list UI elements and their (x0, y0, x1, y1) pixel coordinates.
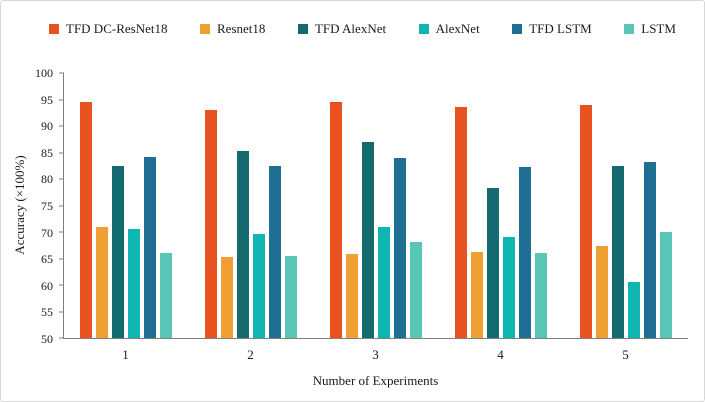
x-tick-label: 1 (122, 347, 129, 362)
bar-alexnet (627, 282, 640, 338)
legend-label: LSTM (641, 21, 676, 36)
y-tick-mark (59, 152, 64, 153)
bar-alexnet (377, 226, 390, 338)
bar-group (563, 73, 688, 338)
bar-group (189, 73, 314, 338)
bar-lstm (160, 253, 173, 338)
legend-swatch-icon (418, 24, 429, 34)
bar-alexnet (253, 233, 266, 338)
x-tick-label: 5 (622, 347, 629, 362)
y-tick-label: 50 (41, 332, 53, 346)
bar-resnet18 (221, 257, 234, 338)
bar-lstm (285, 255, 298, 338)
x-tick-label: 2 (247, 347, 254, 362)
legend-item: Resnet18 (200, 21, 265, 37)
bar-tfd-alexnet (237, 150, 250, 338)
y-tick-mark (59, 337, 64, 339)
y-axis-ticks: 50 55 60 65 70 75 80 85 90 95 100 (27, 67, 57, 345)
legend-swatch-icon (297, 24, 308, 34)
legend-label: TFD DC-ResNet18 (66, 21, 168, 36)
legend-swatch-icon (512, 24, 523, 34)
y-axis-label: Accuracy (×100%) (12, 155, 27, 255)
legend-label: Resnet18 (217, 21, 266, 36)
y-tick-label: 70 (41, 225, 53, 240)
bar-tfd-lstm (269, 165, 282, 338)
bar-tfd-alexnet (112, 165, 125, 338)
y-tick-mark (59, 231, 64, 233)
y-tick-label: 90 (41, 119, 53, 134)
y-tick-mark (59, 311, 64, 312)
plot-area (59, 72, 688, 339)
bar-group (438, 73, 563, 338)
y-tick-mark (59, 258, 64, 259)
legend-label: TFD LSTM (529, 21, 592, 36)
bar-group (314, 73, 439, 338)
y-tick-label: 60 (41, 278, 53, 293)
bar-resnet18 (595, 246, 608, 338)
bar-tfd-dc-resnet18 (579, 104, 592, 338)
bar-group (64, 73, 189, 338)
legend-label: AlexNet (435, 21, 480, 36)
bar-resnet18 (470, 251, 483, 338)
bar-tfd-lstm (393, 157, 406, 338)
y-tick-mark (59, 125, 64, 127)
y-tick-label: 65 (41, 252, 53, 267)
bar-tfd-dc-resnet18 (454, 107, 467, 338)
y-tick-mark (59, 178, 64, 180)
legend-item: LSTM (624, 21, 676, 37)
y-tick-label: 75 (41, 199, 53, 213)
legend-swatch-icon (200, 24, 211, 34)
bar-resnet18 (345, 254, 358, 338)
y-tick-label: 85 (41, 145, 53, 160)
bar-tfd-alexnet (486, 188, 499, 338)
x-tick-label: 4 (497, 347, 504, 362)
y-tick-label: 55 (41, 305, 53, 320)
legend-item: TFD LSTM (512, 21, 592, 37)
legend-swatch-icon (624, 24, 635, 34)
y-tick-label: 100 (35, 66, 53, 80)
bar-lstm (659, 232, 672, 338)
bar-tfd-alexnet (611, 165, 624, 338)
y-tick-mark (59, 72, 64, 74)
legend-item: TFD AlexNet (297, 21, 387, 37)
y-tick-mark (59, 205, 64, 206)
x-tick-label: 3 (372, 347, 379, 362)
legend-item: AlexNet (418, 21, 480, 37)
bar-lstm (409, 241, 422, 338)
x-axis-label: Number of Experiments (312, 373, 439, 388)
bar-tfd-lstm (643, 162, 656, 338)
bar-tfd-dc-resnet18 (205, 110, 218, 338)
legend-swatch-icon (49, 24, 59, 34)
bar-tfd-alexnet (361, 141, 374, 338)
bar-tfd-lstm (144, 156, 157, 338)
y-tick-label: 80 (41, 172, 53, 187)
bar-alexnet (128, 229, 141, 338)
legend: TFD DC-ResNet18 Resnet18 TFD AlexNet AlexNe… (49, 21, 676, 37)
bar-alexnet (502, 237, 515, 338)
legend-item: TFD DC-ResNet18 (49, 21, 167, 37)
y-tick-mark (59, 284, 64, 286)
bar-tfd-dc-resnet18 (80, 102, 93, 338)
y-tick-mark (59, 99, 64, 100)
bar-resnet18 (96, 226, 109, 338)
bar-lstm (534, 253, 547, 338)
legend-label: TFD AlexNet (314, 21, 387, 36)
bar-tfd-dc-resnet18 (329, 102, 342, 338)
y-tick-label: 95 (41, 92, 53, 107)
x-axis-ticks: 1 2 3 4 5 (63, 347, 688, 363)
bar-tfd-lstm (518, 166, 531, 338)
